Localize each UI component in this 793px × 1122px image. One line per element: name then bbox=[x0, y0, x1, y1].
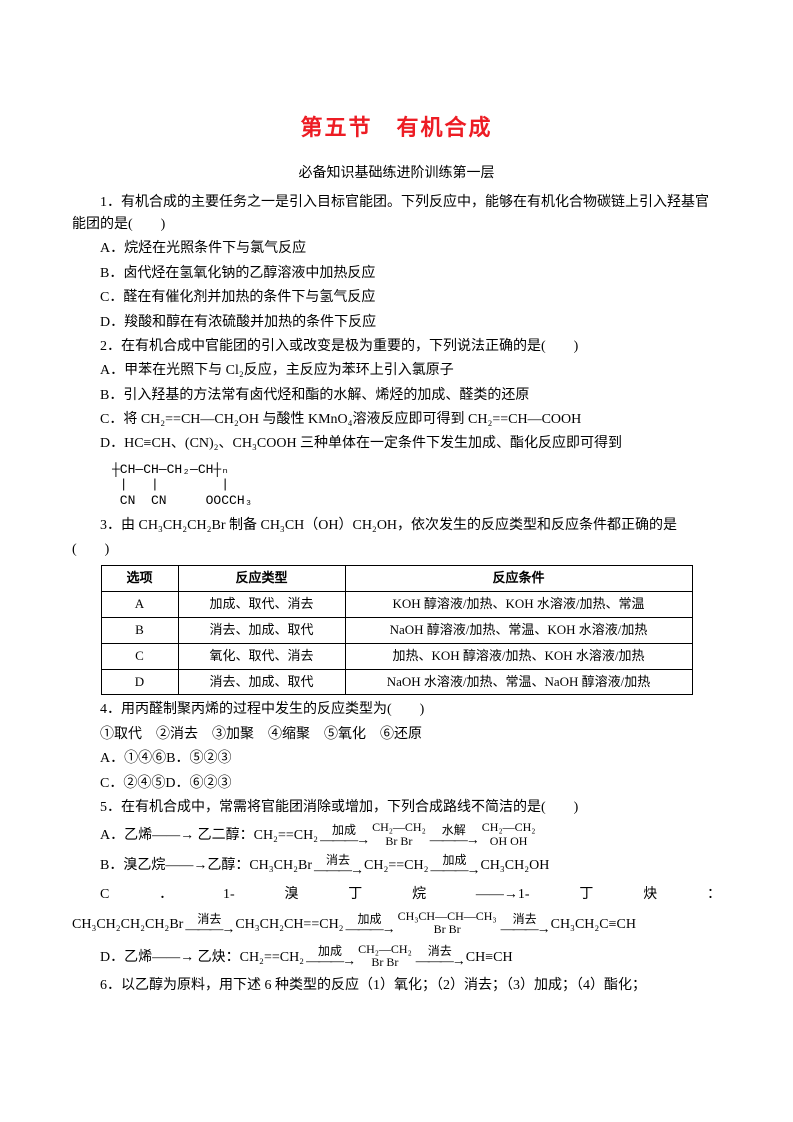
q5a-end: CH₂—CH₂ OH OH bbox=[482, 821, 536, 847]
q5-opt-a: A．乙烯——→ 乙二醇：CH₂==CH₂ 加成 ———→ CH₂—CH₂ Br … bbox=[72, 821, 721, 847]
arrow-icon: 加成 ———→ bbox=[346, 913, 394, 937]
q5d-mid-bot: Br Br bbox=[371, 956, 398, 969]
frag: 烷 bbox=[412, 884, 426, 906]
q3-h2: 反应条件 bbox=[345, 566, 692, 592]
q5-opt-c-line2: CH₃CH₂CH₂CH₂Br 消去 ———→ CH₃CH₂CH==CH₂ 加成 … bbox=[72, 910, 721, 936]
q5d-end: CH≡CH bbox=[466, 947, 513, 969]
arrow-icon: 水解 ———→ bbox=[430, 824, 478, 848]
cell: KOH 醇溶液/加热、KOH 水溶液/加热、常温 bbox=[345, 592, 692, 618]
frag: 溴 bbox=[284, 884, 298, 906]
frag: 1- bbox=[223, 884, 235, 906]
q5a-mid-top: CH₂—CH₂ bbox=[372, 821, 426, 834]
q1-opt-c: C．醛在有催化剂并加热的条件下与氢气反应 bbox=[72, 287, 721, 309]
q4-stem: 4．用丙醛制聚丙烯的过程中发生的反应类型为( ) bbox=[72, 699, 721, 721]
frag: C bbox=[100, 884, 109, 906]
frag: 炔 bbox=[643, 884, 657, 906]
main-title: 第五节 有机合成 bbox=[72, 110, 721, 145]
table-row: B 消去、加成、取代 NaOH 醇溶液/加热、常温、KOH 水溶液/加热 bbox=[101, 618, 692, 644]
q5b-end: CH₃CH₂OH bbox=[480, 855, 549, 877]
arrow-icon: 消去 ———→ bbox=[185, 913, 233, 937]
q2-opt-d: D．HC≡CH、(CN)₂、CH₃COOH 三种单体在一定条件下发生加成、酯化反… bbox=[72, 433, 721, 455]
q5a-end-bot: OH OH bbox=[490, 835, 528, 848]
q5a-mid-bot: Br Br bbox=[385, 835, 412, 848]
q4-opt-a: A．①④⑥B．⑤②③ bbox=[72, 748, 721, 770]
q5-stem: 5．在有机合成中，常需将官能团消除或增加，下列合成路线不简洁的是( ) bbox=[72, 797, 721, 819]
q3-h0: 选项 bbox=[101, 566, 178, 592]
cell: 氧化、取代、消去 bbox=[178, 643, 345, 669]
table-row: D 消去、加成、取代 NaOH 水溶液/加热、常温、NaOH 醇溶液/加热 bbox=[101, 669, 692, 695]
q5a-prefix: A．乙烯——→ 乙二醇：CH₂==CH₂ bbox=[100, 825, 318, 847]
arrow-icon: 加成 ———→ bbox=[430, 854, 478, 878]
q5c-mid2: CH₃CH—CH—CH₃ Br Br bbox=[398, 910, 497, 936]
cell: NaOH 醇溶液/加热、常温、KOH 水溶液/加热 bbox=[345, 618, 692, 644]
q1-stem: 1．有机合成的主要任务之一是引入目标官能团。下列反应中，能够在有机化合物碳链上引… bbox=[72, 192, 721, 237]
page: 第五节 有机合成 必备知识基础练进阶训练第一层 1．有机合成的主要任务之一是引入… bbox=[0, 0, 793, 1122]
frag: 丁 bbox=[348, 884, 362, 906]
cell: 加成、取代、消去 bbox=[178, 592, 345, 618]
arrow-icon: 加成 ———→ bbox=[320, 824, 368, 848]
q3-stem2: ( ) bbox=[72, 539, 721, 561]
arrow: ———→ bbox=[306, 955, 354, 969]
q1-opt-b: B．卤代烃在氢氧化钠的乙醇溶液中加热反应 bbox=[72, 263, 721, 285]
arrow: ———→ bbox=[320, 834, 368, 848]
cell: B bbox=[101, 618, 178, 644]
q5-opt-c-line1: C ． 1- 溴 丁 烷 ——→1- 丁 炔 ： bbox=[72, 884, 721, 906]
q5b-mid: CH₂==CH₂ bbox=[364, 855, 428, 877]
arrow: ———→ bbox=[314, 864, 362, 878]
q2-struct-mid: | | | bbox=[112, 477, 229, 492]
q5d-mid: CH₂—CH₂ Br Br bbox=[358, 943, 412, 969]
q5d-mid-top: CH₂—CH₂ bbox=[358, 943, 412, 956]
q2-opt-c: C．将 CH₂==CH—CH₂OH 与酸性 KMnO₄溶液反应即可得到 CH₂=… bbox=[72, 409, 721, 431]
cell: D bbox=[101, 669, 178, 695]
frag: ． bbox=[159, 884, 173, 906]
q3-stem1: 3．由 CH₃CH₂CH₂Br 制备 CH₃CH（OH）CH₂OH，依次发生的反… bbox=[72, 515, 721, 537]
arrow: ———→ bbox=[185, 923, 233, 937]
q2-structure: ┼CH—CH—CH₂—CH┼ₙ | | | CN CN OOCCH₃ bbox=[112, 462, 721, 509]
frag: ： bbox=[707, 884, 721, 906]
arrow-icon: 消去 ———→ bbox=[501, 913, 549, 937]
q3-h1: 反应类型 bbox=[178, 566, 345, 592]
q2-opt-b: B．引入羟基的方法常有卤代烃和酯的水解、烯烃的加成、醛类的还原 bbox=[72, 385, 721, 407]
q5c-end: CH₃CH₂C≡CH bbox=[551, 914, 636, 936]
arrow-icon: 加成 ———→ bbox=[306, 945, 354, 969]
frag: ——→1- bbox=[476, 884, 530, 906]
q3-table: 选项 反应类型 反应条件 A 加成、取代、消去 KOH 醇溶液/加热、KOH 水… bbox=[101, 565, 693, 695]
q5-opt-d: D．乙烯——→ 乙炔：CH₂==CH₂ 加成 ———→ CH₂—CH₂ Br B… bbox=[72, 943, 721, 969]
cell: 消去、加成、取代 bbox=[178, 618, 345, 644]
subtitle: 必备知识基础练进阶训练第一层 bbox=[72, 163, 721, 185]
q1-opt-d: D．羧酸和醇在有浓硫酸并加热的条件下反应 bbox=[72, 312, 721, 334]
q5a-end-top: CH₂—CH₂ bbox=[482, 821, 536, 834]
q2-struct-top: ┼CH—CH—CH₂—CH┼ₙ bbox=[112, 462, 229, 477]
q2-opt-a: A．甲苯在光照下与 Cl₂反应，主反应为苯环上引入氯原子 bbox=[72, 360, 721, 382]
table-row: C 氧化、取代、消去 加热、KOH 醇溶液/加热、KOH 水溶液/加热 bbox=[101, 643, 692, 669]
arrow: ———→ bbox=[430, 864, 478, 878]
table-row: A 加成、取代、消去 KOH 醇溶液/加热、KOH 水溶液/加热、常温 bbox=[101, 592, 692, 618]
arrow-icon: 消去 ———→ bbox=[416, 945, 464, 969]
cell: 加热、KOH 醇溶液/加热、KOH 水溶液/加热 bbox=[345, 643, 692, 669]
cell: A bbox=[101, 592, 178, 618]
q5d-prefix: D．乙烯——→ 乙炔：CH₂==CH₂ bbox=[100, 947, 304, 969]
q2-struct-bot: CN CN OOCCH₃ bbox=[112, 493, 252, 508]
arrow: ———→ bbox=[430, 834, 478, 848]
q5-opt-b: B．溴乙烷——→乙醇：CH₃CH₂Br 消去 ———→ CH₂==CH₂ 加成 … bbox=[72, 854, 721, 878]
cell: NaOH 水溶液/加热、常温、NaOH 醇溶液/加热 bbox=[345, 669, 692, 695]
frag: 丁 bbox=[579, 884, 593, 906]
q5a-mid: CH₂—CH₂ Br Br bbox=[372, 821, 426, 847]
cell: C bbox=[101, 643, 178, 669]
arrow: ———→ bbox=[416, 955, 464, 969]
arrow: ———→ bbox=[501, 923, 549, 937]
table-header-row: 选项 反应类型 反应条件 bbox=[101, 566, 692, 592]
arrow-icon: 消去 ———→ bbox=[314, 854, 362, 878]
q5c-mid1: CH₃CH₂CH==CH₂ bbox=[235, 914, 343, 936]
q4-opt-c: C．②④⑤D．⑥②③ bbox=[72, 773, 721, 795]
q1-opt-a: A．烷烃在光照条件下与氯气反应 bbox=[72, 238, 721, 260]
arrow: ———→ bbox=[346, 923, 394, 937]
q4-line2: ①取代 ②消去 ③加聚 ④缩聚 ⑤氧化 ⑥还原 bbox=[72, 724, 721, 746]
cell: 消去、加成、取代 bbox=[178, 669, 345, 695]
q6-stem: 6．以乙醇为原料，用下述 6 种类型的反应（1）氧化；（2）消去；（3）加成；（… bbox=[72, 975, 721, 997]
q5c-mid2-bot: Br Br bbox=[434, 923, 461, 936]
q5c-prefix: CH₃CH₂CH₂CH₂Br bbox=[72, 914, 183, 936]
q5b-prefix: B．溴乙烷——→乙醇：CH₃CH₂Br bbox=[100, 855, 312, 877]
q2-stem: 2．在有机合成中官能团的引入或改变是极为重要的，下列说法正确的是( ) bbox=[72, 336, 721, 358]
